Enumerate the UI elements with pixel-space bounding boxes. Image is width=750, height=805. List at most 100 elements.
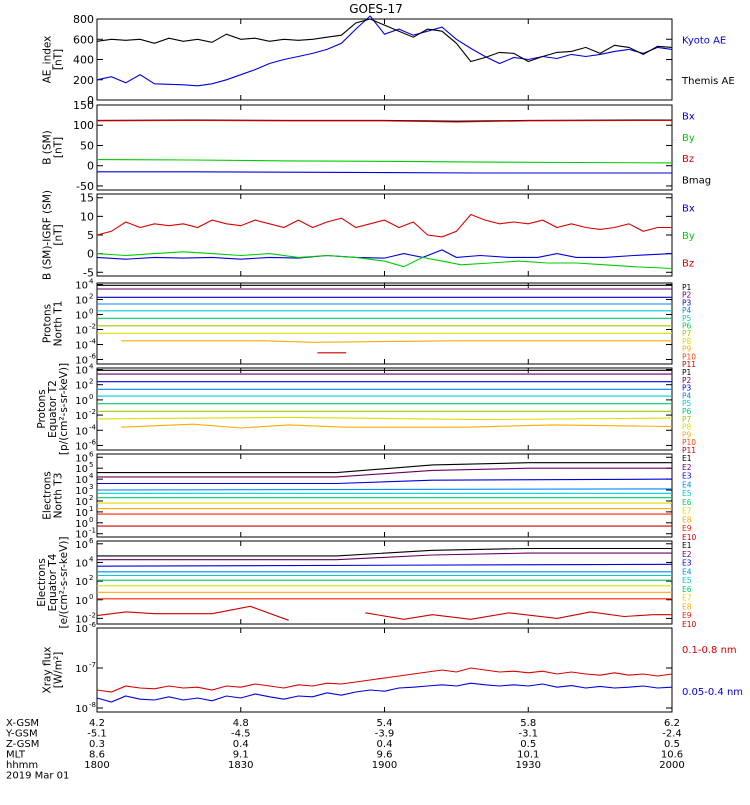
y-tick-label: -50 bbox=[76, 180, 94, 193]
y-axis-label: AE_index bbox=[42, 36, 54, 84]
y-tick-label: 0 bbox=[87, 160, 94, 173]
legend-entry: 0.1-0.8 nm bbox=[682, 645, 737, 656]
y-tick-exponent: 4 bbox=[89, 555, 94, 563]
legend-entry: E7 bbox=[682, 594, 692, 603]
x-tick-label: 0.5 bbox=[520, 739, 536, 750]
y-tick-exponent: 6 bbox=[89, 450, 94, 458]
legend-entry: E3 bbox=[682, 472, 692, 481]
x-row-label: 2019 Mar 01 bbox=[6, 771, 69, 782]
y-tick-label: 10 bbox=[75, 411, 88, 422]
legend-entry: Bz bbox=[682, 154, 694, 165]
y-tick-label: 10 bbox=[75, 596, 88, 607]
panel-bsm: -50 0 50 100 150 B (SM) [nT] Bx By Bz Bmag bbox=[42, 99, 712, 193]
panel-ae: 0 200 400 600 800 AE_index [nT] Kyoto AE Themis … bbox=[42, 13, 735, 107]
x-tick-label: -3.1 bbox=[518, 729, 538, 740]
x-tick-label: 10.1 bbox=[517, 750, 539, 761]
legend-entry: P1 bbox=[682, 283, 692, 292]
legend-entry: P8 bbox=[682, 337, 692, 346]
y-axis-label: [W/m²] bbox=[53, 652, 65, 689]
y-axis-label: Equator T2 bbox=[47, 380, 59, 438]
legend-entry: Kyoto AE bbox=[682, 35, 726, 46]
y-tick-exponent: -6 bbox=[89, 621, 97, 629]
legend-entry: E4 bbox=[682, 567, 692, 576]
x-tick-label: 1830 bbox=[228, 760, 253, 771]
y-tick-exponent: 2 bbox=[89, 378, 93, 386]
y-tick-label: 10 bbox=[75, 453, 88, 464]
y-tick-label: 10 bbox=[75, 486, 88, 497]
legend-entry: E6 bbox=[682, 498, 692, 507]
legend-entry: P2 bbox=[682, 376, 692, 385]
x-tick-label: 10.6 bbox=[661, 750, 683, 761]
series-e10 bbox=[365, 611, 672, 620]
y-axis-label: North T1 bbox=[53, 301, 65, 347]
x-tick-label: 0.5 bbox=[664, 739, 680, 750]
y-tick-label: 10 bbox=[75, 704, 88, 715]
panel-frame bbox=[96, 453, 673, 538]
y-tick-label: 10 bbox=[75, 366, 88, 377]
panel-frame bbox=[96, 282, 673, 365]
y-tick-label: 10 bbox=[75, 508, 88, 519]
x-tick-label: 5.4 bbox=[377, 718, 393, 729]
x-tick-label: 9.6 bbox=[377, 750, 393, 761]
legend-entry: E10 bbox=[682, 620, 697, 629]
y-tick-label: 10 bbox=[75, 381, 88, 392]
y-axis-label: Xray flux bbox=[42, 647, 54, 694]
x-row-label: hhmm bbox=[6, 760, 38, 771]
legend-entry: E9 bbox=[682, 524, 692, 533]
legend-entry: E1 bbox=[682, 454, 692, 463]
x-row-label: Z-GSM bbox=[6, 739, 39, 750]
legend-entry: E5 bbox=[682, 576, 692, 585]
y-tick-label: 10 bbox=[75, 475, 88, 486]
panel-frame bbox=[96, 18, 673, 101]
x-row-label: Y-GSM bbox=[5, 729, 38, 740]
panel-frame bbox=[96, 627, 673, 713]
y-tick-label: 10 bbox=[75, 624, 88, 635]
y-tick-exponent: 0 bbox=[89, 593, 93, 601]
series-p8 bbox=[96, 416, 673, 421]
legend-entry: P9 bbox=[682, 430, 692, 439]
y-tick-exponent: -4 bbox=[89, 423, 97, 431]
series-e1 bbox=[97, 462, 672, 474]
x-row-label: MLT bbox=[6, 750, 26, 761]
y-axis-label: Protons bbox=[42, 304, 54, 343]
y-tick-label: 600 bbox=[73, 33, 94, 46]
legend-entry: E2 bbox=[682, 550, 692, 559]
legend-entry: E8 bbox=[682, 602, 692, 611]
series-e10 bbox=[96, 605, 289, 621]
legend-entry: By bbox=[682, 231, 695, 242]
legend-entry: P3 bbox=[682, 384, 692, 393]
x-tick-label: 0.4 bbox=[377, 739, 393, 750]
legend-entry: E2 bbox=[682, 463, 692, 472]
y-tick-exponent: 0 bbox=[89, 516, 93, 524]
series-0-1-0-8-nm bbox=[96, 667, 673, 693]
legend-entry: E10 bbox=[682, 533, 697, 542]
series-p9 bbox=[120, 423, 673, 429]
y-tick-label: 400 bbox=[73, 54, 94, 67]
series-e3 bbox=[96, 563, 673, 567]
y-tick-exponent: 2 bbox=[89, 574, 93, 582]
y-tick-label: 10 bbox=[75, 311, 88, 322]
y-axis-label: Equator T4 bbox=[47, 553, 59, 611]
y-tick-label: 10 bbox=[75, 326, 88, 337]
y-tick-label: 10 bbox=[75, 577, 88, 588]
legend-entry: Bz bbox=[682, 258, 694, 269]
y-tick-exponent: 4 bbox=[89, 363, 94, 371]
y-tick-exponent: 0 bbox=[89, 393, 93, 401]
legend-entry: E4 bbox=[682, 480, 692, 489]
x-tick-label: 1930 bbox=[516, 760, 541, 771]
legend-entry: P2 bbox=[682, 291, 692, 300]
y-tick-exponent: 4 bbox=[89, 278, 94, 286]
y-tick-label: 10 bbox=[75, 441, 88, 452]
y-tick-exponent: 1 bbox=[89, 505, 93, 513]
x-tick-label: 4.8 bbox=[233, 718, 249, 729]
y-tick-label: 10 bbox=[75, 426, 88, 437]
y-tick-exponent: 6 bbox=[89, 537, 94, 545]
series-bz bbox=[96, 119, 673, 123]
y-tick-label: 50 bbox=[80, 139, 94, 152]
